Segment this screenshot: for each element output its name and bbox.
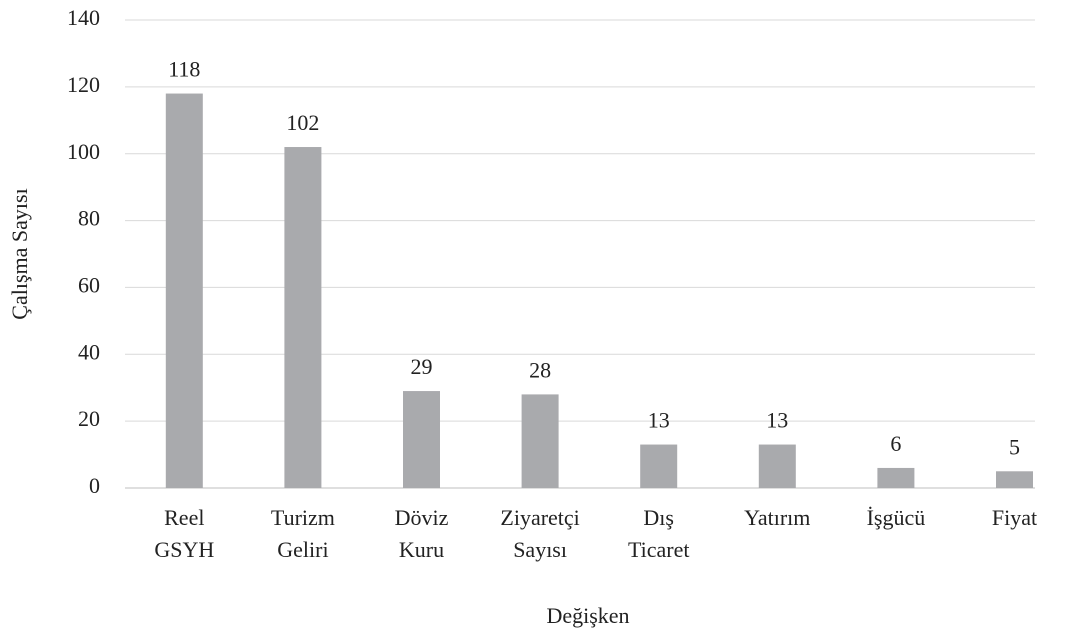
x-tick-label: Ziyaretçi Sayısı (500, 505, 579, 562)
x-tick-label-line: Dış (643, 505, 674, 530)
bar (165, 93, 203, 489)
x-tick-label: İşgücü (867, 505, 926, 530)
y-tick-label: 120 (67, 72, 100, 97)
x-tick-label-line: Ziyaretçi (500, 505, 579, 530)
y-tick-label: 80 (78, 206, 100, 231)
x-tick-label-line: GSYH (154, 537, 214, 562)
x-tick-label-line: Fiyat (992, 505, 1037, 530)
bar (996, 471, 1033, 488)
data-label: 6 (890, 431, 901, 456)
x-tick-label-line: Ticaret (628, 537, 690, 562)
x-tick-label-line: Döviz (395, 505, 449, 530)
x-tick-label: Reel GSYH (154, 505, 214, 562)
x-tick-label: Fiyat (992, 505, 1037, 530)
x-tick-label: Döviz Kuru (395, 505, 449, 562)
bar (403, 391, 440, 488)
bar (284, 147, 322, 488)
data-label: 13 (766, 408, 788, 433)
x-tick-label-line: Kuru (399, 537, 444, 562)
y-tick-label: 0 (89, 473, 100, 498)
bar (521, 394, 559, 488)
x-tick-label-line: Reel (164, 505, 204, 530)
x-tick-label: Dış Ticaret (628, 505, 690, 562)
bar (877, 467, 915, 488)
bar (758, 444, 796, 488)
x-tick-label-line: İşgücü (867, 505, 926, 530)
data-label: 29 (411, 354, 433, 379)
y-tick-label: 60 (78, 272, 100, 297)
bar (640, 444, 678, 488)
x-tick-label: Yatırım (744, 505, 810, 530)
data-label: 102 (286, 110, 319, 135)
x-tick-label-line: Sayısı (513, 537, 567, 562)
y-tick-label: 140 (67, 5, 100, 30)
x-tick-label-line: Geliri (277, 537, 328, 562)
y-tick-label: 100 (67, 139, 100, 164)
data-label: 28 (529, 357, 551, 382)
data-label: 5 (1009, 434, 1020, 459)
data-label: 118 (168, 57, 200, 82)
data-label: 13 (648, 408, 670, 433)
y-tick-label: 20 (78, 406, 100, 431)
y-tick-label: 40 (78, 339, 100, 364)
x-axis-label: Değişken (546, 603, 629, 628)
x-tick-label-line: Yatırım (744, 505, 810, 530)
x-tick-label: Turizm Geliri (271, 505, 335, 562)
y-axis-label: Çalışma Sayısı (7, 188, 32, 319)
x-tick-label-line: Turizm (271, 505, 335, 530)
